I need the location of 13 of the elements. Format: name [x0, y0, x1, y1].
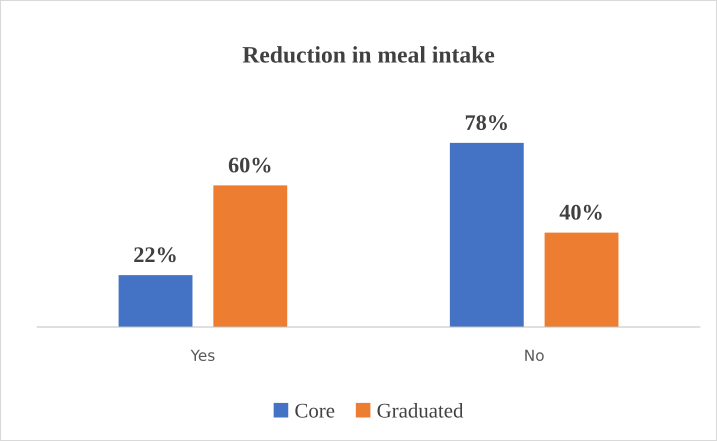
x-tick-label: No — [525, 350, 544, 362]
bar — [450, 142, 524, 327]
x-tick-label: Yes — [190, 350, 214, 362]
data-label: 78% — [466, 115, 507, 130]
bar — [544, 232, 618, 327]
chart-title: Reduction in meal intake — [242, 46, 494, 63]
bar — [213, 185, 288, 327]
bar — [118, 275, 192, 327]
data-label: 22% — [134, 247, 176, 262]
data-label: 40% — [560, 204, 602, 220]
legend-label: Core — [295, 404, 334, 418]
legend-label: Graduated — [378, 403, 464, 418]
data-label: 60% — [228, 158, 270, 173]
